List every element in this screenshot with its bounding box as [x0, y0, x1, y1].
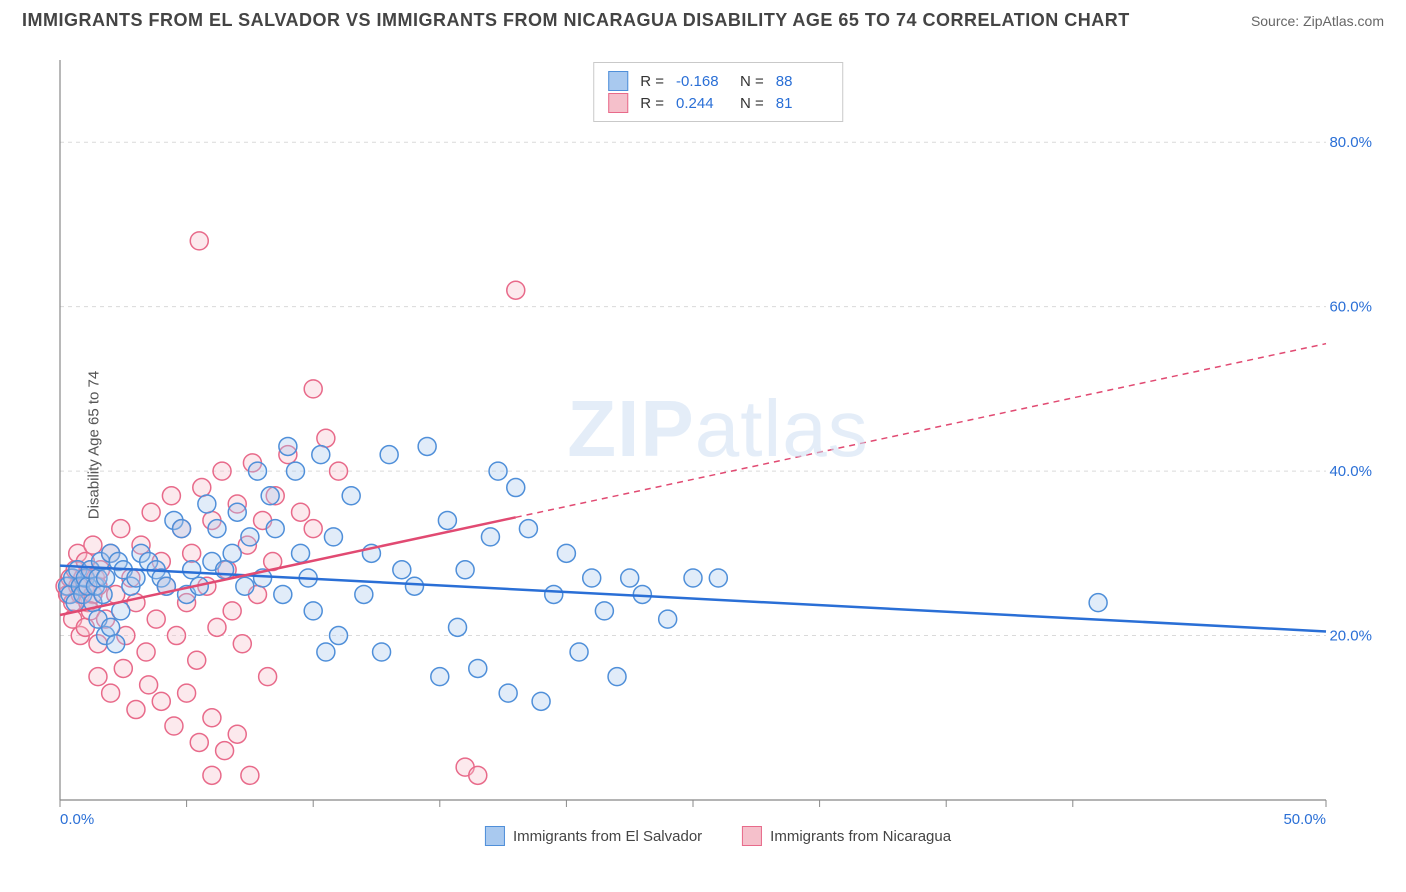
svg-text:80.0%: 80.0%: [1329, 134, 1372, 151]
correlation-legend: R = -0.168 N = 88 R = 0.244 N = 81: [593, 62, 843, 122]
n-value-nicaragua: 81: [776, 95, 828, 112]
correlation-row-nicaragua: R = 0.244 N = 81: [608, 93, 828, 113]
correlation-row-el-salvador: R = -0.168 N = 88: [608, 71, 828, 91]
chart-area: Disability Age 65 to 74 ZIPatlas 20.0%40…: [50, 50, 1386, 840]
series-legend: Immigrants from El Salvador Immigrants f…: [485, 826, 951, 846]
scatter-plot: 20.0% 40.0% 60.0% 80.0% 0.0% 50.0%: [50, 50, 1386, 840]
svg-text:0.0%: 0.0%: [60, 811, 94, 828]
svg-text:40.0%: 40.0%: [1329, 463, 1372, 480]
r-value-nicaragua: 0.244: [676, 95, 728, 112]
legend-item-nicaragua: Immigrants from Nicaragua: [742, 826, 951, 846]
n-label: N =: [740, 73, 764, 90]
r-label: R =: [640, 95, 664, 112]
swatch-el-salvador: [608, 71, 628, 91]
swatch-nicaragua-icon: [742, 826, 762, 846]
svg-text:20.0%: 20.0%: [1329, 628, 1372, 645]
n-label: N =: [740, 95, 764, 112]
legend-item-el-salvador: Immigrants from El Salvador: [485, 826, 702, 846]
swatch-nicaragua: [608, 93, 628, 113]
svg-text:50.0%: 50.0%: [1283, 811, 1326, 828]
legend-label-el-salvador: Immigrants from El Salvador: [513, 828, 702, 845]
legend-label-nicaragua: Immigrants from Nicaragua: [770, 828, 951, 845]
n-value-el-salvador: 88: [776, 73, 828, 90]
chart-title: IMMIGRANTS FROM EL SALVADOR VS IMMIGRANT…: [22, 10, 1130, 31]
svg-text:60.0%: 60.0%: [1329, 299, 1372, 316]
swatch-el-salvador-icon: [485, 826, 505, 846]
r-value-el-salvador: -0.168: [676, 73, 728, 90]
source-attribution: Source: ZipAtlas.com: [1251, 13, 1384, 29]
r-label: R =: [640, 73, 664, 90]
title-bar: IMMIGRANTS FROM EL SALVADOR VS IMMIGRANT…: [0, 0, 1406, 37]
